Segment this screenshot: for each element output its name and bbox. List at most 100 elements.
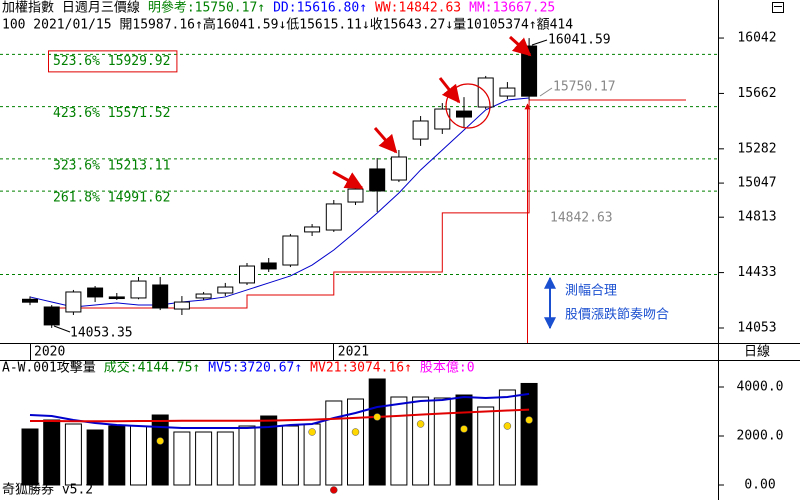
volume-bar [86, 429, 104, 486]
volume-bar [64, 423, 82, 486]
signal-dot [460, 425, 468, 433]
arrow [508, 35, 532, 57]
step-line [51, 99, 686, 309]
signal-dot [525, 416, 533, 424]
volume-bar [433, 397, 451, 486]
signal-dot [330, 486, 338, 494]
annotation: 14053.35 [70, 326, 133, 341]
header-item: MV21:3074.16↑ [310, 361, 412, 376]
candle-body [22, 298, 38, 303]
candle-body [152, 284, 169, 309]
y-tick-label: 15662 [737, 86, 776, 101]
candle-body [282, 235, 299, 266]
connector [53, 325, 71, 333]
volume-bar [238, 425, 256, 486]
candle-body [239, 265, 255, 284]
volume-ma-line [29, 392, 530, 429]
level-box [48, 50, 178, 73]
x-tick-label: 2020 [34, 345, 65, 360]
candle-body [43, 306, 60, 326]
candle-body [499, 87, 516, 97]
arrow [373, 127, 398, 154]
volume-bar [173, 431, 191, 486]
y-tick-label: 0.00 [744, 478, 775, 493]
period-label: 日線 [744, 344, 770, 360]
candle-body [65, 291, 82, 313]
annotation: 股價漲跌節奏吻合 [565, 307, 669, 323]
annotations-layer [53, 35, 556, 343]
header-item: WW:14842.63 [375, 1, 461, 16]
volume-bar [43, 419, 61, 486]
volume-bar [498, 389, 516, 486]
ma-line [29, 97, 530, 308]
level-label: 523.6% 15929.92 [53, 54, 170, 69]
volume-bar [108, 425, 126, 486]
candle-body [434, 108, 451, 130]
y-tick-label: 14053 [737, 320, 776, 335]
header-item: 明參考:15750.17↑ [148, 1, 265, 16]
y-tick-label: 2000.0 [737, 429, 784, 444]
y-tick-label: 15047 [737, 176, 776, 191]
volume-ma-line [30, 408, 530, 423]
volume-bar [151, 414, 169, 486]
y-tick-label: 16042 [737, 31, 776, 46]
candle-body [390, 156, 407, 181]
candle-body [456, 110, 472, 118]
volume-bar [412, 396, 430, 486]
level-label: 423.6% 15571.52 [53, 106, 170, 121]
panel-title: A-W.001攻擊量 [2, 360, 96, 376]
level-label: 323.6% 15213.11 [53, 158, 170, 173]
candle-body [412, 120, 429, 140]
volume-bar [325, 400, 343, 486]
header-item: MM:13667.25 [469, 1, 555, 16]
volume-bar [390, 396, 408, 486]
candle-body [173, 301, 190, 310]
arrow [438, 77, 461, 104]
volume-bar [477, 406, 495, 486]
volume-bar [347, 398, 364, 486]
volume-bar [260, 415, 278, 486]
volume-bar [216, 431, 234, 486]
candle-body [195, 293, 212, 299]
candle-body [87, 287, 104, 298]
signal-dot [156, 437, 164, 445]
plot-area: 加權指數 日週月三價線 明參考:15750.17↑ DD:15616.80↑ WW:1… [0, 0, 783, 498]
signal-dot [416, 420, 425, 428]
candle-body [325, 203, 342, 231]
footer: 奇狐勝券 v5.2 [2, 482, 93, 498]
volume-bar [21, 428, 39, 486]
header-item: DD:15616.80↑ [273, 1, 367, 16]
signal-dot [373, 413, 381, 421]
volume-bar [130, 425, 147, 486]
candle-body [217, 286, 234, 294]
header-item: 股本億:0 [420, 360, 475, 376]
connector [531, 39, 548, 46]
signal-dot [308, 428, 316, 436]
annotation: 測幅合理 [565, 284, 617, 299]
annotation: 16041.59 [548, 33, 611, 48]
highlight-circle [445, 83, 491, 129]
panel-title: 加權指數 日週月三價線 [2, 0, 140, 16]
volume-bar [368, 378, 386, 486]
header-item: MV5:3720.67↑ [208, 361, 302, 376]
candle-body [108, 296, 125, 300]
candle-body [369, 168, 386, 192]
annotation: 14842.63 [550, 211, 613, 226]
candle-body [347, 188, 364, 203]
y-tick-label: 14433 [737, 265, 776, 280]
volume-bar [195, 431, 213, 486]
header-item: 成交:4144.75↑ [104, 360, 200, 376]
y-tick-label: 15282 [737, 141, 776, 156]
signal-dot [503, 422, 512, 430]
y-tick-label: 4000.0 [737, 380, 784, 395]
candle-body [304, 226, 321, 233]
candle-body [130, 280, 147, 299]
volume-bar [520, 382, 538, 486]
connector [539, 87, 553, 97]
arrow [332, 170, 364, 190]
y-tick-label: 14813 [737, 210, 776, 225]
candle-body [260, 262, 277, 270]
volume-bar [455, 394, 473, 486]
